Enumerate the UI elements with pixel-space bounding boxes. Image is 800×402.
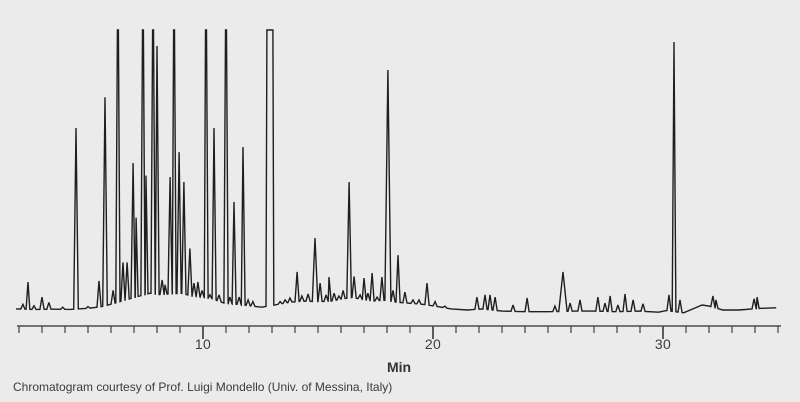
credit-text: Chromatogram courtesy of Prof. Luigi Mon… (13, 380, 393, 394)
x-axis-title: Min (386, 359, 412, 375)
x-tick-label-30: 30 (654, 336, 672, 352)
chromatogram-trace (15, 29, 777, 314)
x-tick-label-10: 10 (194, 336, 212, 352)
x-tick-label-20: 20 (424, 336, 442, 352)
